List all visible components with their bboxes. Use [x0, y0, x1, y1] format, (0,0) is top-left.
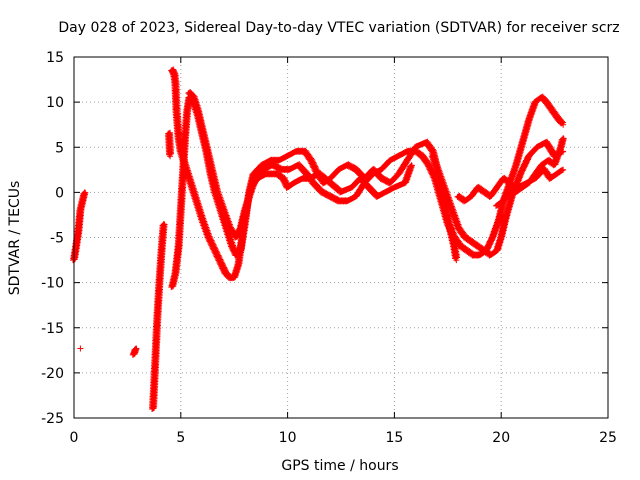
x-tick-label: 25 — [599, 430, 617, 446]
y-tick-label: -5 — [50, 231, 64, 247]
tick-labels: 0 5 10 15 20 25 -25 -20 -15 -10 -5 0 5 10 15 — [41, 50, 617, 446]
y-tick-label: -15 — [41, 321, 64, 337]
x-tick-label: 10 — [279, 430, 297, 446]
series-track-f — [185, 89, 567, 259]
x-tick-label: 20 — [492, 430, 510, 446]
x-tick-label: 15 — [385, 430, 403, 446]
data-point — [161, 221, 168, 228]
data-point — [453, 257, 460, 264]
data-point — [408, 162, 415, 169]
x-tick-label: 5 — [176, 430, 185, 446]
x-tick-label: 0 — [70, 430, 79, 446]
y-tick-label: -25 — [41, 411, 64, 427]
data-point — [81, 189, 88, 196]
data-point — [132, 345, 139, 352]
y-tick-label: 10 — [46, 95, 64, 111]
data-point — [160, 220, 167, 227]
y-tick-label: 15 — [46, 50, 64, 66]
series-track-a — [70, 189, 89, 264]
y-tick-label: -10 — [41, 276, 64, 292]
y-tick-label: 5 — [55, 140, 64, 156]
data-point — [82, 189, 89, 196]
data-point — [454, 254, 461, 261]
series-track-c — [149, 221, 168, 412]
data-points — [70, 66, 567, 412]
y-tick-label: -20 — [41, 366, 64, 382]
y-tick-label: 0 — [55, 185, 64, 201]
